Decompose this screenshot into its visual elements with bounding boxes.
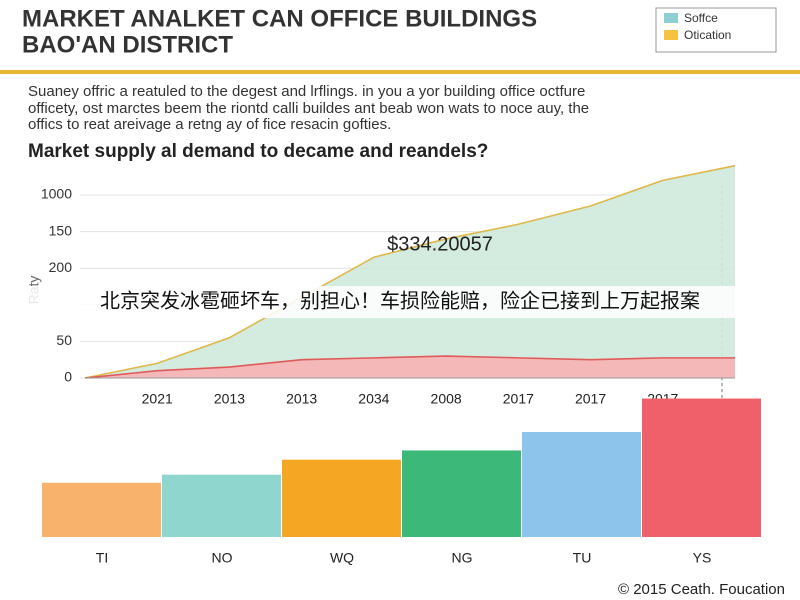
legend-label: Soffce (684, 11, 718, 25)
title-line: BAO'AN DISTRICT (22, 31, 233, 58)
intro-line: officety, ost marctes beem the riontd ca… (28, 100, 589, 117)
y-tick-label: 150 (49, 222, 73, 238)
area-fill (85, 356, 735, 378)
x-tick-label: 2021 (142, 391, 173, 407)
legend-swatch (664, 13, 678, 23)
bar (162, 474, 281, 537)
bar (42, 482, 161, 537)
divider (0, 70, 800, 74)
y-tick-label: 200 (49, 259, 73, 275)
overlay-band (0, 286, 800, 318)
x-tick-label: 2013 (214, 391, 245, 407)
question: Market supply al demand to decame and re… (28, 141, 488, 162)
y-tick-label: 50 (56, 332, 72, 348)
x-tick-label: 2017 (503, 391, 534, 407)
x-tick-label: 2008 (431, 391, 462, 407)
area-line (84, 164, 736, 379)
x-tick-label: 2013 (286, 391, 317, 407)
x-tick-label: NO (212, 550, 233, 566)
x-tick-label: TI (96, 550, 108, 566)
intro-line: Suaney offric a reatuled to the degest a… (28, 83, 585, 100)
annotation: $334.20057 (387, 233, 493, 255)
x-tick-label: NG (452, 550, 473, 566)
x-tick-label: WQ (330, 550, 354, 566)
intro-line: offics to reat areivage a retng ay of fi… (28, 116, 391, 133)
legend-label: Otication (684, 28, 731, 42)
bar (282, 459, 401, 537)
area-line (84, 355, 735, 379)
x-tick-label: 2034 (358, 391, 389, 407)
bar (522, 432, 641, 537)
footer: © 2015 Ceath. Foucation (618, 581, 785, 598)
bar (642, 398, 761, 537)
y-tick-label: 0 (64, 369, 72, 385)
title-line: MARKET ANALKET CAN OFFICE BUILDINGS (22, 5, 537, 32)
legend-swatch (664, 30, 678, 40)
x-tick-label: YS (693, 550, 712, 566)
y-tick-label: 1000 (41, 186, 72, 202)
area-fill (85, 165, 735, 378)
overlay-caption: 北京突发冰雹砸坏车，别担心！车损险能赔，险企已接到上万起报案 (100, 289, 700, 312)
x-tick-label: TU (573, 550, 592, 566)
bar (402, 450, 521, 537)
x-tick-label: 2017 (575, 391, 606, 407)
